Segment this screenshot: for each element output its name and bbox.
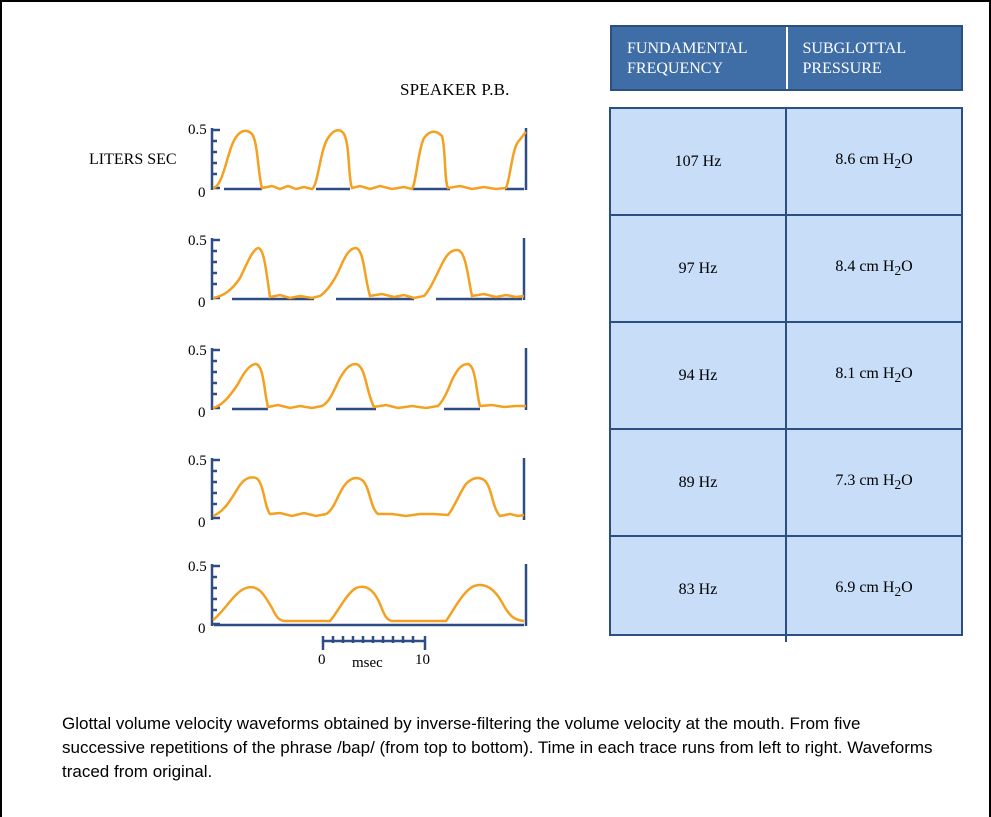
pressure-value: 8.4 cm H2O — [835, 257, 913, 279]
pressure-cell: 8.4 cm H2O — [785, 216, 961, 321]
y-units-label: LITERS SEC — [89, 151, 177, 168]
waveform-plots: 0.5 0 0.5 0 0.5 — [188, 122, 528, 671]
y-tick-top: 0.5 — [188, 122, 207, 138]
waveform-trace-5 — [212, 583, 525, 623]
pressure-cell: 6.9 cm H2O — [785, 537, 961, 642]
waveform-trace-2 — [212, 246, 525, 300]
waveform-trace-3 — [212, 362, 526, 410]
y-axis — [210, 128, 528, 190]
table-row: 107 Hz 8.6 cm H2O — [611, 109, 961, 214]
y-axis — [210, 564, 528, 626]
pressure-value: 8.6 cm H2O — [835, 150, 913, 172]
time-scale-bar: 0 msec 10 — [318, 636, 430, 671]
frequency-cell: 83 Hz — [611, 537, 785, 642]
waveform-panel-1: 0.5 0 — [188, 122, 528, 201]
frequency-value: 94 Hz — [678, 366, 718, 384]
table-row: 83 Hz 6.9 cm H2O — [611, 535, 961, 642]
y-tick-zero: 0 — [198, 185, 206, 201]
y-tick-zero: 0 — [198, 405, 206, 421]
time-scale-end: 10 — [415, 652, 430, 668]
y-tick-top: 0.5 — [188, 559, 207, 575]
table-row: 97 Hz 8.4 cm H2O — [611, 214, 961, 321]
waveform-panel-2: 0.5 0 — [188, 233, 526, 311]
time-scale-unit: msec — [352, 655, 383, 671]
pressure-value: 6.9 cm H2O — [835, 578, 913, 600]
figure-caption: Glottal volume velocity waveforms obtain… — [62, 714, 933, 781]
table-row: 89 Hz 7.3 cm H2O — [611, 428, 961, 535]
y-tick-top: 0.5 — [188, 343, 207, 359]
time-scale-start: 0 — [318, 652, 326, 668]
waveform-trace-1 — [212, 129, 527, 191]
frequency-value: 107 Hz — [674, 152, 722, 170]
frequency-cell: 89 Hz — [611, 430, 785, 535]
speaker-label: SPEAKER P.B. — [400, 80, 510, 99]
frequency-cell: 107 Hz — [611, 109, 785, 214]
waveform-panel-5: 0.5 0 — [188, 559, 528, 637]
y-tick-zero: 0 — [198, 621, 206, 637]
table-row: 94 Hz 8.1 cm H2O — [611, 321, 961, 428]
y-tick-zero: 0 — [198, 515, 206, 531]
data-table: 107 Hz 8.6 cm H2O 97 Hz 8.4 cm H2O 94 Hz… — [609, 107, 963, 642]
header-subglottal-pressure: SUBGLOTTAL PRESSURE — [785, 27, 962, 89]
frequency-value: 89 Hz — [678, 473, 718, 491]
waveform-panel-3: 0.5 0 — [188, 343, 528, 421]
frequency-value: 83 Hz — [678, 580, 718, 598]
pressure-cell: 8.6 cm H2O — [785, 109, 961, 214]
y-axis — [210, 458, 526, 520]
table-header: FUNDAMENTAL FREQUENCY SUBGLOTTAL PRESSUR… — [610, 25, 963, 91]
header-fundamental-frequency: FUNDAMENTAL FREQUENCY — [627, 40, 748, 77]
pressure-value: 7.3 cm H2O — [835, 471, 913, 493]
frequency-value: 97 Hz — [678, 259, 718, 277]
pressure-cell: 7.3 cm H2O — [785, 430, 961, 535]
frequency-cell: 97 Hz — [611, 216, 785, 321]
pressure-value: 8.1 cm H2O — [835, 364, 913, 386]
waveform-trace-4 — [212, 476, 525, 518]
y-tick-zero: 0 — [198, 295, 206, 311]
y-tick-top: 0.5 — [188, 233, 207, 249]
pressure-cell: 8.1 cm H2O — [785, 323, 961, 428]
y-tick-top: 0.5 — [188, 453, 207, 469]
waveform-panel-4: 0.5 0 — [188, 453, 526, 531]
frequency-cell: 94 Hz — [611, 323, 785, 428]
